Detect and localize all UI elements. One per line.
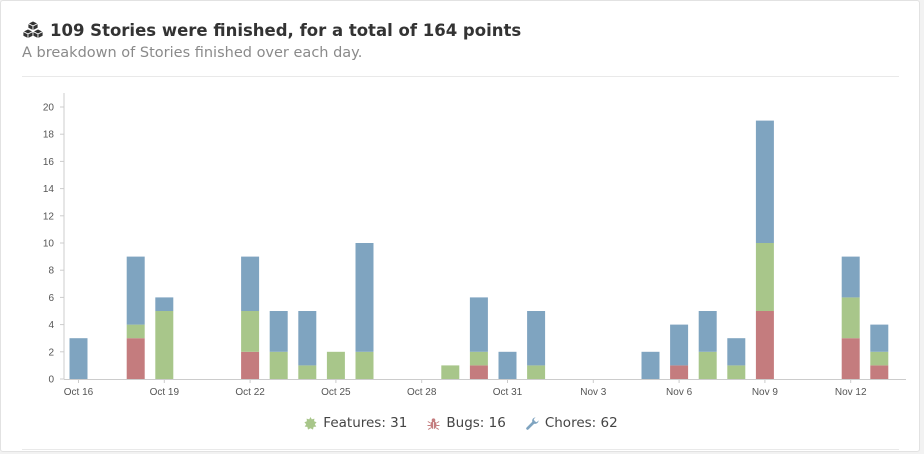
bar-features[interactable] bbox=[870, 351, 889, 366]
y-axis: 0 2 4 6 8 10 12 14 16 18 20 bbox=[43, 93, 65, 386]
bar-chores[interactable] bbox=[298, 311, 317, 366]
bar-features[interactable] bbox=[155, 311, 174, 379]
cubes-icon bbox=[22, 19, 44, 41]
starburst-icon bbox=[304, 416, 317, 430]
bar-chores[interactable] bbox=[670, 324, 689, 366]
y-tick-label: 8 bbox=[48, 266, 54, 277]
bar-chores[interactable] bbox=[727, 338, 746, 366]
y-tick-label: 16 bbox=[43, 157, 55, 168]
y-tick-label: 10 bbox=[43, 239, 55, 250]
bar-features[interactable] bbox=[298, 365, 317, 379]
y-tick-label: 20 bbox=[43, 103, 55, 114]
chart-title: 109 Stories were finished, for a total o… bbox=[50, 20, 522, 40]
y-tick-label: 18 bbox=[43, 130, 55, 141]
bar-bugs[interactable] bbox=[755, 311, 774, 379]
footer-divider bbox=[22, 449, 899, 450]
bar-chores[interactable] bbox=[69, 338, 88, 379]
x-tick-label: Oct 28 bbox=[407, 387, 437, 398]
bar-features[interactable] bbox=[441, 365, 460, 379]
x-tick-label: Nov 3 bbox=[580, 387, 607, 398]
wrench-icon bbox=[526, 416, 539, 430]
legend-label-bugs: Bugs: 16 bbox=[446, 415, 506, 431]
legend-item-chores[interactable]: Chores: 62 bbox=[526, 415, 618, 431]
header-divider bbox=[22, 76, 899, 77]
x-tick-label: Oct 16 bbox=[64, 387, 94, 398]
bar-features[interactable] bbox=[841, 297, 860, 339]
bar-bugs[interactable] bbox=[469, 365, 488, 379]
bar-features[interactable] bbox=[355, 351, 374, 379]
bar-chores[interactable] bbox=[698, 311, 717, 352]
bar-bugs[interactable] bbox=[670, 365, 689, 379]
x-tick-label: Nov 9 bbox=[752, 387, 779, 398]
bar-features[interactable] bbox=[269, 351, 288, 379]
bar-features[interactable] bbox=[727, 365, 746, 379]
bars bbox=[69, 120, 889, 379]
bar-bugs[interactable] bbox=[870, 365, 889, 379]
x-axis: Oct 16 Oct 19 Oct 22 Oct 25 Oct 28 Oct 31 Nov … bbox=[64, 379, 906, 398]
bar-chores[interactable] bbox=[870, 324, 889, 352]
bar-bugs[interactable] bbox=[241, 351, 260, 379]
bar-chores[interactable] bbox=[469, 297, 488, 352]
y-tick-label: 4 bbox=[48, 320, 54, 331]
bar-features[interactable] bbox=[126, 324, 145, 339]
bar-features[interactable] bbox=[469, 351, 488, 366]
y-tick-label: 6 bbox=[48, 293, 54, 304]
bar-chores[interactable] bbox=[527, 311, 546, 366]
y-tick-label: 2 bbox=[48, 347, 54, 358]
bar-chores[interactable] bbox=[355, 243, 374, 352]
y-tick-label: 14 bbox=[43, 184, 55, 195]
x-tick-label: Nov 12 bbox=[835, 387, 867, 398]
legend-label-chores: Chores: 62 bbox=[544, 415, 618, 431]
bar-features[interactable] bbox=[326, 351, 345, 379]
bar-chores[interactable] bbox=[269, 311, 288, 352]
bar-features[interactable] bbox=[698, 351, 717, 379]
bar-chores[interactable] bbox=[755, 120, 774, 243]
bar-bugs[interactable] bbox=[126, 338, 145, 379]
legend-item-features[interactable]: Features: 31 bbox=[304, 415, 407, 431]
chart-legend: Features: 31 Bu bbox=[1, 415, 921, 431]
x-tick-label: Oct 31 bbox=[493, 387, 523, 398]
bar-chores[interactable] bbox=[641, 351, 660, 379]
x-tick-label: Nov 6 bbox=[666, 387, 693, 398]
bar-chores[interactable] bbox=[126, 256, 145, 325]
chart-subtitle: A breakdown of Stories finished over eac… bbox=[22, 45, 363, 61]
bar-chores[interactable] bbox=[155, 297, 174, 311]
bug-icon bbox=[427, 417, 440, 430]
bar-chores[interactable] bbox=[241, 256, 260, 311]
legend-item-bugs[interactable]: Bugs: 16 bbox=[427, 415, 506, 431]
x-tick-label: Oct 22 bbox=[235, 387, 265, 398]
bar-features[interactable] bbox=[241, 311, 260, 352]
bar-features[interactable] bbox=[755, 243, 774, 311]
bar-chores[interactable] bbox=[841, 256, 860, 298]
x-tick-label: Oct 25 bbox=[321, 387, 351, 398]
y-tick-label: 12 bbox=[43, 211, 55, 222]
y-tick-label: 0 bbox=[48, 375, 54, 386]
bar-chores[interactable] bbox=[498, 351, 517, 379]
bar-features[interactable] bbox=[527, 365, 546, 379]
x-tick-label: Oct 19 bbox=[150, 387, 180, 398]
legend-label-features: Features: 31 bbox=[323, 415, 408, 431]
chart-header: 109 Stories were finished, for a total o… bbox=[22, 19, 522, 62]
bar-bugs[interactable] bbox=[841, 338, 860, 379]
